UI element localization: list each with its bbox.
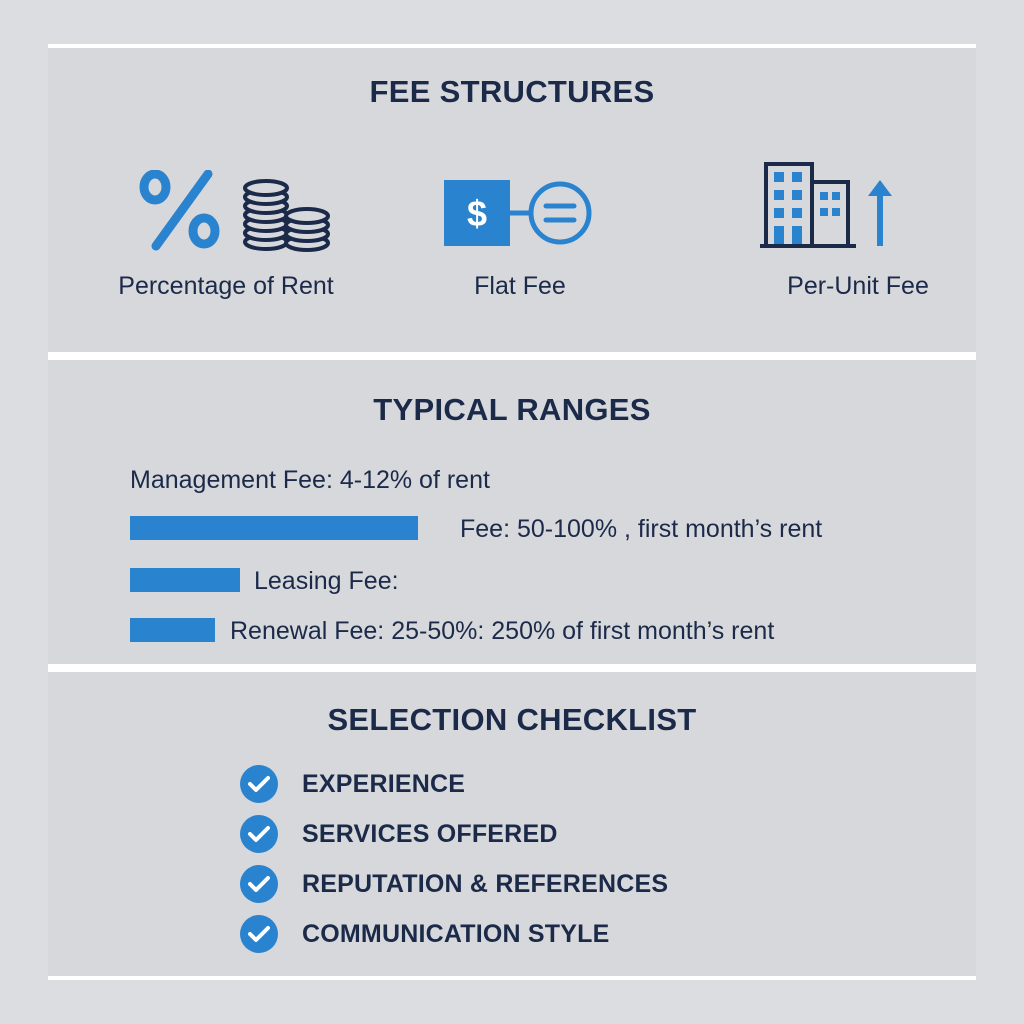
checklist-item-label: REPUTATION & REFERENCES [302,869,669,898]
fee-structures-panel: FEE STRUCTURES Percentage of Rent $ [48,48,976,352]
selection-checklist-panel: SELECTION CHECKLIST [48,672,976,976]
checkmark-icon [240,865,278,903]
dollar-equals-icon: $ [444,180,592,246]
checklist-item: EXPERIENCE [240,764,465,804]
checkmark-icon [240,765,278,803]
divider-1 [48,352,976,360]
checklist-item: SERVICES OFFERED [240,814,558,854]
fee-label-per-unit: Per-Unit Fee [787,272,929,300]
checkmark-icon [240,815,278,853]
fee-label-flat: Flat Fee [474,272,566,300]
checklist-item: COMMUNICATION STYLE [240,914,610,954]
checklist-item-label: EXPERIENCE [302,769,466,798]
fee-structures-title: FEE STRUCTURES [369,74,655,109]
checklist-item-label: SERVICES OFFERED [302,819,558,848]
range-bar-renewal [130,618,215,642]
range-label-renewal: Renewal Fee: 25-50%: 250% of first month… [230,617,775,645]
building-arrow-icon [760,162,892,248]
svg-text:$: $ [467,193,487,234]
range-bar-leasing [130,568,240,592]
divider-2 [48,664,976,672]
management-fee-text: Management Fee: 4-12% of rent [130,466,490,494]
typical-ranges-panel: TYPICAL RANGES Management Fee: 4-12% of … [48,360,976,664]
checklist-item: REPUTATION & REFERENCES [240,864,668,904]
typical-ranges-title: TYPICAL RANGES [373,392,651,427]
fee-label-percentage: Percentage of Rent [118,272,334,300]
range-bar-fee [130,516,418,540]
checklist-item-label: COMMUNICATION STYLE [302,919,610,948]
percent-coins-icon [139,170,330,252]
selection-checklist-title: SELECTION CHECKLIST [327,702,697,737]
checkmark-icon [240,915,278,953]
range-label-leasing: Leasing Fee: [254,567,399,595]
range-label-fee: Fee: 50-100% , first month’s rent [460,515,823,543]
